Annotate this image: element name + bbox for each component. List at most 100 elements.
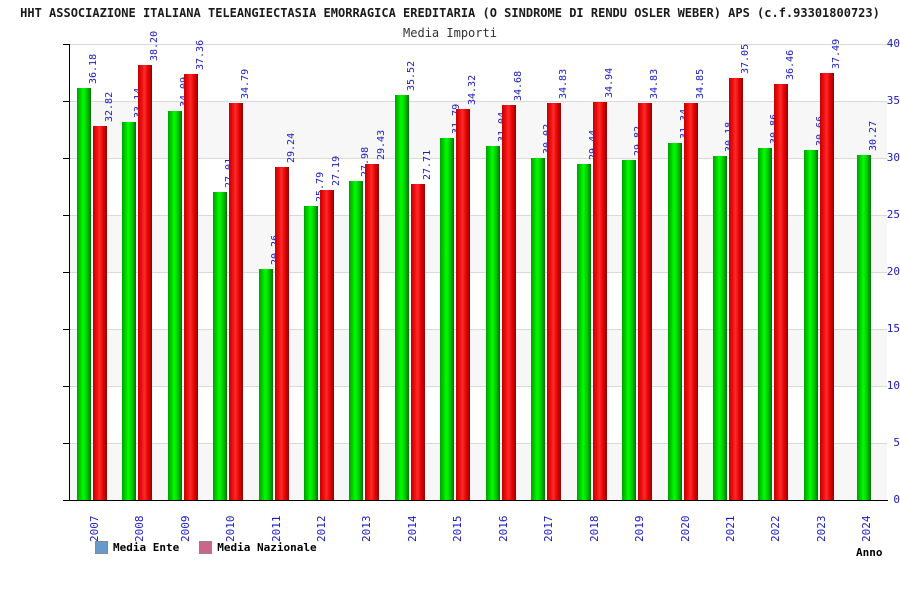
bar-value-label: 27.19 <box>330 155 342 187</box>
gridline <box>69 329 887 330</box>
plot-band <box>69 386 887 443</box>
x-tick-label: 2009 <box>178 515 192 543</box>
x-tick-label: 2021 <box>723 515 737 543</box>
y-tick-label: 25 <box>886 208 900 221</box>
x-axis <box>69 500 888 501</box>
x-tick-label: 2008 <box>133 515 147 543</box>
bar-value-label: 34.79 <box>240 69 252 100</box>
gridline <box>69 44 887 45</box>
bar-media-ente-2012 <box>303 205 318 500</box>
bar-media-nazionale-2023 <box>819 72 834 500</box>
y-tick-label: 5 <box>893 436 900 449</box>
bar-media-ente-2019 <box>622 160 637 500</box>
bar-media-nazionale-2022 <box>774 84 789 500</box>
y-tick-label: 15 <box>886 322 900 335</box>
x-tick-label: 2015 <box>451 515 465 543</box>
plot-band <box>69 272 887 329</box>
gridline <box>69 101 887 102</box>
legend-item-media-ente[interactable]: Media Ente <box>95 541 179 554</box>
bar-media-ente-2018 <box>576 164 591 500</box>
bar-value-label: 36.46 <box>785 50 797 81</box>
bar-value-label: 37.49 <box>830 38 842 69</box>
legend-swatch-icon <box>199 541 213 554</box>
x-tick-label: 2014 <box>405 515 419 543</box>
x-tick-label: 2022 <box>769 515 783 543</box>
gridline <box>69 215 887 216</box>
bar-value-label: 34.83 <box>558 68 570 99</box>
bar-media-ente-2021 <box>712 155 727 500</box>
gridline <box>69 158 887 159</box>
bar-media-nazionale-2018 <box>592 101 607 500</box>
x-tick-label: 2013 <box>360 515 374 543</box>
y-tick-label: 40 <box>886 37 900 50</box>
gridline <box>69 386 887 387</box>
bar-value-label: 37.05 <box>739 43 751 74</box>
bar-media-ente-2007 <box>76 87 91 500</box>
bar-media-ente-2014 <box>394 95 409 500</box>
x-tick-label: 2011 <box>269 515 283 543</box>
x-tick-label: 2016 <box>496 515 510 543</box>
bar-value-label: 34.68 <box>512 70 524 101</box>
bar-value-label: 38.20 <box>149 30 161 61</box>
bar-value-label: 29.24 <box>285 132 297 163</box>
x-tick-label: 2012 <box>314 515 328 543</box>
y-tick-label: 0 <box>893 493 900 506</box>
legend-swatch-icon <box>95 541 108 554</box>
y-tick-label: 35 <box>886 94 900 107</box>
bar-media-nazionale-2019 <box>638 102 653 500</box>
y-tick <box>63 44 69 45</box>
y-tick <box>63 158 69 159</box>
bar-media-ente-2017 <box>531 157 546 500</box>
bar-media-nazionale-2010 <box>229 103 244 500</box>
bar-media-ente-2024 <box>857 154 872 500</box>
bar-media-ente-2022 <box>758 148 773 500</box>
x-tick-label: 2018 <box>587 515 601 543</box>
y-tick <box>63 272 69 273</box>
bar-media-nazionale-2016 <box>501 104 516 500</box>
y-tick-label: 30 <box>886 151 900 164</box>
bar-media-nazionale-2015 <box>456 108 471 500</box>
y-axis <box>69 44 70 501</box>
y-tick-label: 20 <box>886 265 900 278</box>
plot-band <box>69 44 887 101</box>
bar-value-label: 34.85 <box>694 68 706 99</box>
chart-legend: Media Ente Media Nazionale <box>95 541 331 554</box>
chart-title: Media Importi <box>403 26 497 40</box>
bar-value-label: 32.82 <box>103 91 115 122</box>
y-axis-title: Euro <box>0 224 1 251</box>
x-tick-label: 2010 <box>224 515 238 543</box>
x-tick-label: 2020 <box>678 515 692 543</box>
bar-media-nazionale-2021 <box>728 77 743 500</box>
bar-value-label: 35.52 <box>405 60 417 92</box>
x-tick-label: 2017 <box>542 515 556 543</box>
legend-label: Media Ente <box>113 541 180 554</box>
page-title: HHT ASSOCIAZIONE ITALIANA TELEANGIECTASI… <box>20 6 880 20</box>
x-tick-label: 2007 <box>87 515 101 543</box>
gridline <box>69 443 887 444</box>
y-tick <box>63 329 69 330</box>
bar-media-ente-2010 <box>213 192 228 500</box>
bar-media-nazionale-2017 <box>547 102 562 500</box>
bar-media-nazionale-2008 <box>138 64 153 500</box>
x-axis-title: Anno <box>856 546 883 559</box>
y-tick <box>63 215 69 216</box>
x-tick-label: 2024 <box>860 515 874 543</box>
bar-media-ente-2011 <box>258 269 273 500</box>
bar-value-label: 36.18 <box>87 53 99 84</box>
plot-area <box>69 44 887 500</box>
bar-media-nazionale-2014 <box>410 184 425 500</box>
bar-value-label: 30.27 <box>868 120 880 151</box>
bar-media-ente-2009 <box>167 111 182 500</box>
y-tick <box>63 500 69 501</box>
y-tick <box>63 443 69 444</box>
bar-media-nazionale-2012 <box>319 190 334 500</box>
bar-value-label: 37.36 <box>194 39 206 71</box>
bar-media-ente-2015 <box>440 137 455 500</box>
y-tick <box>63 101 69 102</box>
bar-media-nazionale-2009 <box>183 74 198 500</box>
y-tick-label: 10 <box>886 379 900 392</box>
bar-media-ente-2020 <box>667 142 682 500</box>
gridline <box>69 272 887 273</box>
bar-value-label: 34.83 <box>649 68 661 99</box>
legend-item-media-nazionale[interactable]: Media Nazionale <box>199 541 317 554</box>
